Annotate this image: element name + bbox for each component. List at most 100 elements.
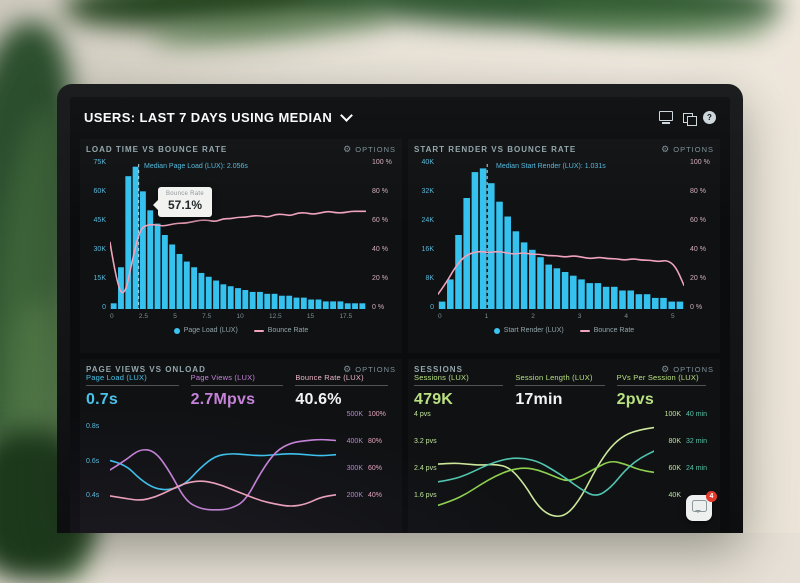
axis-tick: 5 bbox=[173, 313, 177, 320]
axis-tick: 0 bbox=[110, 313, 114, 320]
legend-label: Page Load (LUX) bbox=[183, 327, 238, 334]
panel-start-render: START RENDER VS BOUNCE RATE ⚙ OPTIONS 40… bbox=[408, 139, 720, 353]
legend-item[interactable]: Start Render (LUX) bbox=[493, 327, 564, 334]
panel-title: SESSIONS bbox=[414, 365, 463, 374]
axis-tick-pair: 60K 24 min bbox=[668, 465, 708, 472]
axis-tick: 0 % bbox=[372, 304, 385, 311]
panel-page-views: PAGE VIEWS VS ONLOAD ⚙ OPTIONS Page Load… bbox=[80, 359, 402, 533]
metric-label: Session Length (LUX) bbox=[515, 373, 605, 386]
y-axis-left: 0.8s 0.6s 0.4s bbox=[86, 423, 99, 499]
axis-tick: 80 % bbox=[372, 188, 388, 195]
metric: Bounce Rate (LUX) 40.6% bbox=[295, 373, 389, 409]
metric-value: 2.7Mpvs bbox=[190, 391, 256, 408]
help-icon[interactable]: ? bbox=[703, 111, 716, 124]
axis-tick: 30K bbox=[93, 246, 106, 253]
axis-tick: 3.2 pvs bbox=[414, 438, 437, 445]
legend-marker-icon bbox=[579, 329, 590, 332]
chart-legend: Page Load (LUX) Bounce Rate bbox=[80, 327, 402, 334]
options-button[interactable]: ⚙ OPTIONS bbox=[661, 144, 714, 155]
header-icons: ? bbox=[659, 111, 716, 126]
display-icon[interactable] bbox=[659, 111, 673, 124]
help-glyph: ? bbox=[707, 113, 712, 122]
axis-tick: 15 bbox=[306, 313, 315, 320]
options-label: OPTIONS bbox=[673, 365, 714, 374]
dashboard-screen: USERS: LAST 7 DAYS USING MEDIAN ? LOAD T… bbox=[70, 97, 730, 533]
metric-value: 40.6% bbox=[295, 391, 342, 408]
legend-item[interactable]: Bounce Rate bbox=[579, 327, 634, 334]
axis-tick: 0.6s bbox=[86, 457, 100, 465]
x-axis: 0 1 2 3 4 5 bbox=[438, 313, 675, 320]
axis-tick-pair: 500K 100% bbox=[346, 411, 386, 418]
median-annotation: Median Start Render (LUX): 1.031s bbox=[496, 163, 606, 170]
metric-label: Page Views (LUX) bbox=[190, 373, 284, 386]
axis-tick: 16K bbox=[421, 246, 434, 253]
panel-title: START RENDER VS BOUNCE RATE bbox=[414, 145, 577, 154]
metric-label: Bounce Rate (LUX) bbox=[295, 373, 389, 386]
axis-tick: 15K bbox=[93, 275, 106, 282]
sessions-chart[interactable] bbox=[438, 411, 654, 529]
panel-load-time: LOAD TIME VS BOUNCE RATE ⚙ OPTIONS 75K 60… bbox=[80, 139, 402, 353]
axis-tick: 45K bbox=[93, 217, 106, 224]
axis-tick: 0 bbox=[430, 304, 434, 311]
axis-tick: 1 bbox=[484, 313, 489, 320]
axis-tick: 75K bbox=[93, 159, 106, 166]
axis-tick: 60K bbox=[93, 188, 106, 195]
metric-value: 17min bbox=[515, 391, 563, 408]
axis-tick-pair: 200K 40% bbox=[346, 492, 383, 499]
metrics-row: Sessions (LUX) 479K Session Length (LUX)… bbox=[414, 373, 718, 409]
axis-tick: 100 % bbox=[690, 159, 710, 166]
axis-tick: 3 bbox=[577, 313, 582, 320]
metric-value: 0.7s bbox=[86, 391, 118, 408]
tooltip-label: Bounce Rate bbox=[166, 191, 204, 197]
load-time-chart[interactable] bbox=[110, 161, 366, 309]
y-axis-left: 75K 60K 45K 30K 15K 0 bbox=[82, 159, 106, 311]
options-button[interactable]: ⚙ OPTIONS bbox=[661, 364, 714, 375]
page-views-chart[interactable] bbox=[110, 411, 336, 529]
axis-tick: 7.5 bbox=[202, 313, 212, 320]
legend-item[interactable]: Page Load (LUX) bbox=[173, 327, 238, 334]
axis-tick-pair: 300K 60% bbox=[346, 465, 383, 472]
axis-tick-pair: 100K 40 min bbox=[664, 411, 708, 418]
axis-tick: 32K bbox=[421, 188, 434, 195]
axis-tick: 20 % bbox=[690, 275, 706, 282]
options-button[interactable]: ⚙ OPTIONS bbox=[343, 144, 396, 155]
axis-tick: 1.6 pvs bbox=[414, 492, 437, 499]
legend-marker-icon bbox=[173, 327, 180, 334]
legend-marker-icon bbox=[253, 329, 264, 332]
windows-icon[interactable] bbox=[683, 112, 697, 126]
legend-item[interactable]: Bounce Rate bbox=[253, 327, 308, 334]
metric: Page Load (LUX) 0.7s bbox=[86, 373, 179, 409]
x-axis: 0 2.5 5 7.5 10 12.5 15 17.5 bbox=[110, 313, 352, 320]
chevron-down-icon bbox=[340, 109, 353, 122]
y-axis-left: 4 pvs 3.2 pvs 2.4 pvs 1.6 pvs bbox=[414, 411, 437, 499]
metric: Session Length (LUX) 17min bbox=[515, 373, 605, 409]
gear-icon: ⚙ bbox=[343, 144, 353, 154]
axis-tick: 17.5 bbox=[339, 313, 353, 320]
metric: Page Views (LUX) 2.7Mpvs bbox=[190, 373, 284, 409]
y-axis-right: 500K 100% 400K 80% 300K 60% 200K 40% bbox=[341, 411, 396, 499]
options-button[interactable]: ⚙ OPTIONS bbox=[343, 364, 396, 375]
metric-label: PVs Per Session (LUX) bbox=[616, 373, 706, 386]
axis-tick: 40 % bbox=[690, 246, 706, 253]
axis-tick-pair: 40K bbox=[668, 492, 681, 499]
axis-tick: 2.4 pvs bbox=[414, 465, 437, 472]
y-axis-right: 100 % 80 % 60 % 40 % 20 % 0 % bbox=[690, 159, 718, 311]
axis-tick: 12.5 bbox=[268, 313, 282, 320]
axis-tick: 60 % bbox=[690, 217, 706, 224]
users-filter-dropdown[interactable]: USERS: LAST 7 DAYS USING MEDIAN bbox=[84, 109, 353, 125]
panel-title: LOAD TIME VS BOUNCE RATE bbox=[86, 145, 228, 154]
legend-label: Start Render (LUX) bbox=[503, 327, 564, 334]
page-title: USERS: LAST 7 DAYS USING MEDIAN bbox=[84, 110, 333, 125]
axis-tick: 0.8s bbox=[86, 423, 100, 430]
chat-button[interactable]: 4 bbox=[686, 491, 717, 521]
legend-marker-icon bbox=[493, 327, 500, 334]
axis-tick: 4 bbox=[624, 313, 628, 320]
start-render-chart[interactable] bbox=[438, 161, 684, 309]
axis-tick: 40K bbox=[421, 159, 434, 166]
options-label: OPTIONS bbox=[673, 145, 714, 154]
tooltip-value: 57.1% bbox=[167, 198, 203, 212]
laptop: USERS: LAST 7 DAYS USING MEDIAN ? LOAD T… bbox=[57, 84, 743, 533]
y-axis-right: 100K 40 min 80K 32 min 60K 24 min 40K bbox=[659, 411, 714, 499]
options-label: OPTIONS bbox=[355, 365, 396, 374]
